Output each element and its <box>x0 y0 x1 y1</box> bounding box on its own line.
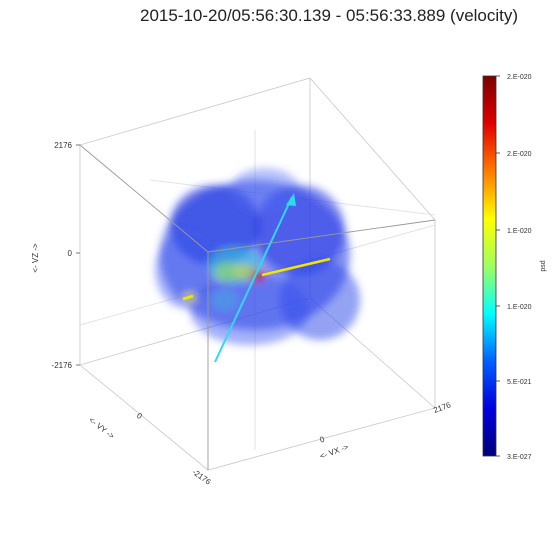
colorbar-tick-label: 2.E-020 <box>507 151 532 158</box>
colorbar-label: psd <box>540 260 547 271</box>
chart-title: 2015-10-20/05:56:30.139 - 05:56:33.889 (… <box>140 6 519 25</box>
psd-volume-cloud <box>155 168 360 345</box>
axis-ticks <box>76 144 80 366</box>
y-axis-label: <- VY -> <box>87 415 116 441</box>
z-axis-label: <- VZ -> <box>31 243 40 273</box>
x-tick-label: 0 <box>319 434 327 444</box>
colorbar-tick-label: 2.E-020 <box>507 74 532 81</box>
colorbar-tick-label: 1.E-020 <box>507 228 532 235</box>
colorbar-tick-label: 3.E-027 <box>507 454 532 461</box>
box-front-edges <box>79 144 436 470</box>
colorbar-tick-label: 1.E-020 <box>507 304 532 311</box>
y-tick-label: -2176 <box>190 467 212 486</box>
cyan-vector <box>214 193 296 363</box>
z-tick-label: 2176 <box>54 141 72 150</box>
yellow-vector <box>182 257 331 301</box>
z-tick-label: -2176 <box>52 361 73 370</box>
colorbar: 2.E-020 2.E-020 1.E-020 1.E-020 5.E-021 … <box>482 74 547 461</box>
y-tick-label: 0 <box>135 411 144 421</box>
colorbar-tick-label: 5.E-021 <box>507 379 532 386</box>
z-tick-label: 0 <box>68 249 73 258</box>
x-axis-label: <- VX -> <box>319 442 350 461</box>
colorbar-gradient <box>482 75 497 457</box>
